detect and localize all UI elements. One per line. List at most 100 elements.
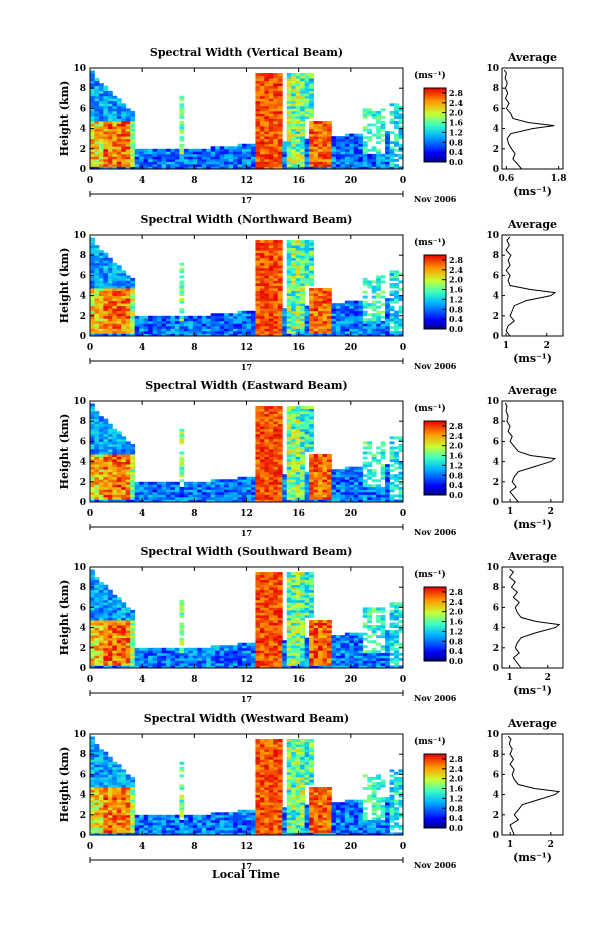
heatmap-cell bbox=[125, 499, 131, 503]
heatmap-cell bbox=[318, 308, 323, 312]
heatmap-cell bbox=[389, 118, 395, 122]
heatmap-cell bbox=[121, 280, 127, 284]
heatmap-cell bbox=[94, 83, 100, 87]
heatmap-cell bbox=[107, 318, 113, 322]
heatmap-cell bbox=[277, 265, 283, 269]
heatmap-cell bbox=[90, 156, 95, 160]
heatmap-cell bbox=[309, 303, 314, 307]
heatmap-cell bbox=[259, 282, 265, 286]
heatmap-cell bbox=[188, 156, 194, 160]
heatmap-cell bbox=[394, 454, 399, 457]
heatmap-cell bbox=[304, 310, 310, 314]
heatmap-cell bbox=[116, 138, 122, 142]
heatmap-cell bbox=[206, 486, 212, 490]
heatmap-cell bbox=[300, 88, 306, 92]
heatmap-cell bbox=[112, 614, 118, 618]
heatmap-cell bbox=[259, 128, 265, 132]
heatmap-cell bbox=[264, 406, 270, 409]
heatmap-cell bbox=[94, 245, 100, 249]
heatmap-cell bbox=[94, 293, 100, 296]
heatmap-cell bbox=[197, 315, 203, 319]
heatmap-cell bbox=[116, 310, 122, 314]
heatmap-cell bbox=[259, 620, 265, 623]
heatmap-cell bbox=[107, 118, 113, 122]
heatmap-cell bbox=[179, 320, 185, 324]
heatmap-cell bbox=[197, 148, 203, 152]
heatmap-cell bbox=[300, 100, 306, 104]
heatmap-cell bbox=[295, 421, 301, 425]
heatmap-cell bbox=[309, 136, 314, 140]
heatmap-cell bbox=[362, 110, 368, 114]
heatmap-cell bbox=[192, 655, 198, 659]
heatmap-cell bbox=[295, 298, 301, 302]
heatmap-cell bbox=[224, 313, 230, 317]
heatmap-cell bbox=[295, 110, 301, 114]
heatmap-cell bbox=[206, 148, 212, 152]
heatmap-cell bbox=[237, 484, 243, 488]
heatmap-cell bbox=[242, 151, 247, 155]
heatmap-cell bbox=[130, 612, 136, 616]
heatmap-cell bbox=[335, 146, 341, 150]
heatmap-cell bbox=[143, 499, 149, 503]
heatmap-cell bbox=[277, 275, 283, 279]
heatmap-cell bbox=[210, 494, 216, 498]
heatmap-cell bbox=[300, 166, 306, 170]
heatmap-cell bbox=[242, 320, 247, 324]
heatmap-cell bbox=[116, 163, 122, 167]
heatmap-cell bbox=[326, 126, 332, 129]
heatmap-cell bbox=[116, 265, 122, 269]
heatmap-cell bbox=[90, 110, 95, 114]
profile-y-tick-label: 2 bbox=[493, 478, 499, 488]
heatmap-cell bbox=[242, 660, 247, 664]
heatmap-cell bbox=[304, 272, 310, 276]
heatmap-cell bbox=[259, 161, 265, 165]
heatmap-cell bbox=[206, 156, 212, 160]
heatmap-cell bbox=[188, 323, 194, 327]
heatmap-cell bbox=[121, 310, 127, 314]
heatmap-cell bbox=[103, 599, 109, 603]
heatmap-cell bbox=[90, 650, 95, 654]
heatmap-cell bbox=[313, 300, 319, 304]
heatmap-cell bbox=[322, 300, 328, 304]
heatmap-cell bbox=[389, 456, 395, 460]
heatmap-cell bbox=[98, 115, 104, 119]
heatmap-cell bbox=[103, 461, 109, 465]
heatmap-cell bbox=[107, 98, 113, 102]
heatmap-cell bbox=[188, 153, 194, 157]
heatmap-cell bbox=[233, 156, 238, 160]
heatmap-cell bbox=[170, 333, 176, 337]
heatmap-cell bbox=[309, 481, 314, 485]
heatmap-cell bbox=[322, 486, 328, 490]
heatmap-cell bbox=[188, 158, 194, 162]
heatmap-cell bbox=[349, 133, 355, 137]
heatmap-cell bbox=[121, 489, 127, 493]
heatmap-cell bbox=[286, 272, 292, 276]
heatmap-cell bbox=[291, 476, 297, 480]
heatmap-cell bbox=[322, 136, 328, 140]
heatmap-cell bbox=[277, 448, 283, 452]
heatmap-cell bbox=[112, 275, 118, 279]
heatmap-cell bbox=[94, 614, 100, 618]
heatmap-cell bbox=[398, 148, 404, 152]
heatmap-cell bbox=[259, 428, 265, 432]
heatmap-cell bbox=[166, 315, 171, 319]
heatmap-cell bbox=[246, 660, 252, 664]
heatmap-cell bbox=[259, 421, 265, 425]
heatmap-cell bbox=[179, 479, 185, 483]
heatmap-cell bbox=[161, 652, 167, 656]
heatmap-cell bbox=[376, 305, 382, 309]
heatmap-cell bbox=[268, 282, 274, 286]
heatmap-cell bbox=[295, 441, 301, 445]
heatmap-cell bbox=[277, 158, 283, 162]
heatmap-cell bbox=[90, 612, 95, 616]
heatmap-cell bbox=[371, 305, 377, 309]
heatmap-cell bbox=[304, 474, 310, 478]
colorbar-tick-label: 2.4 bbox=[449, 431, 463, 441]
heatmap-cell bbox=[134, 665, 140, 669]
heatmap-cell bbox=[237, 156, 243, 160]
heatmap-cell bbox=[304, 158, 310, 162]
heatmap-cell bbox=[273, 655, 279, 659]
heatmap-cell bbox=[389, 320, 395, 324]
heatmap-cell bbox=[192, 328, 198, 332]
heatmap-cell bbox=[268, 607, 274, 611]
